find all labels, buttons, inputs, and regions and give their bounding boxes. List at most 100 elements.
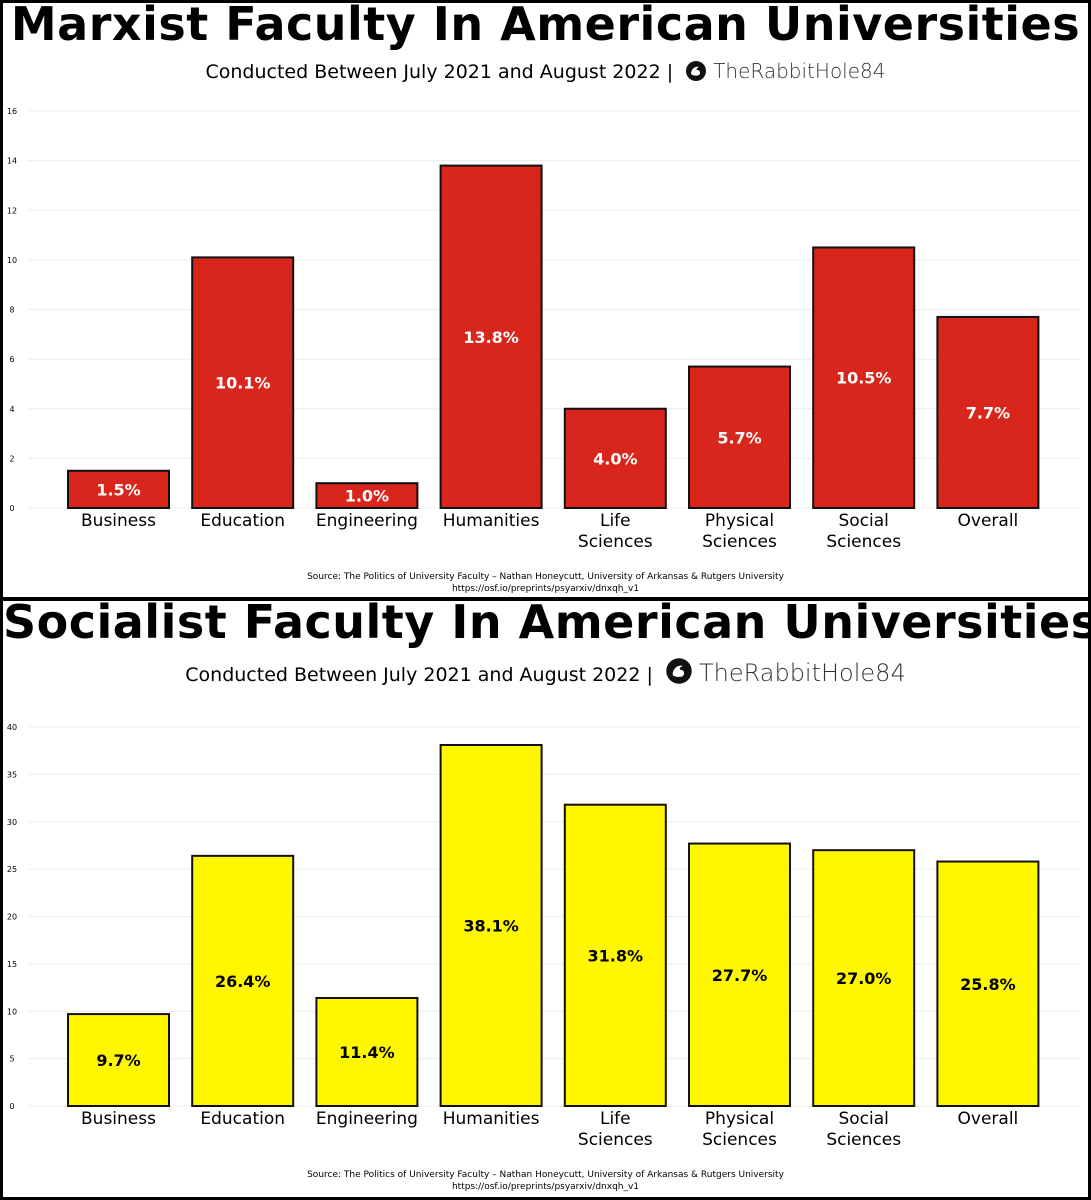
grid-lines (28, 726, 1080, 1107)
bar (812, 246, 916, 509)
x-tick-label: Life (600, 511, 631, 531)
x-tick-label: Sciences (702, 1130, 777, 1150)
y-axis: 0 5 10 15 20 25 30 35 40 (7, 723, 17, 1111)
rabbit-logo-icon (665, 657, 693, 690)
brand-name: TheRabbitHole84 (713, 59, 886, 83)
x-tick-label: Business (81, 1109, 156, 1129)
x-axis: Business Education Engineering Humanities Li… (81, 511, 1018, 552)
bar (936, 315, 1040, 509)
bar-data-label: 25.8% (960, 975, 1016, 994)
bar-data-label: 38.1% (463, 917, 519, 936)
y-tick-label: 6 (9, 355, 14, 364)
bar-data-label: 31.8% (588, 946, 644, 965)
chart-subtitle: Conducted Between July 2021 and August 2… (205, 61, 674, 83)
chart-subtitle: Conducted Between July 2021 and August 2… (185, 664, 653, 686)
x-tick-label: Engineering (316, 511, 418, 531)
source-citation: Source: The Politics of University Facul… (307, 1170, 784, 1180)
y-tick-label: 10 (7, 1007, 17, 1016)
x-tick-label: Humanities (443, 511, 540, 531)
bar-data-label: 1.0% (345, 487, 389, 506)
x-tick-label: Humanities (443, 1109, 540, 1129)
x-tick-label: Physical (705, 511, 774, 531)
x-tick-label: Social (838, 1109, 888, 1129)
source-note: Source: The Politics of University Facul… (3, 571, 1088, 595)
y-tick-label: 4 (9, 405, 14, 414)
y-tick-label: 8 (9, 306, 14, 315)
bar (439, 164, 543, 509)
x-tick-label: Sciences (826, 532, 901, 552)
y-tick-label: 30 (7, 818, 17, 827)
marxist-chart-panel: Marxist Faculty In American Universities… (3, 3, 1088, 597)
y-tick-label: 12 (7, 206, 17, 215)
x-tick-label: Physical (705, 1109, 774, 1129)
y-tick-label: 2 (9, 454, 14, 463)
bar (67, 469, 170, 509)
y-tick-label: 40 (7, 723, 17, 732)
bar (439, 744, 543, 1107)
bar (688, 365, 791, 509)
bar-data-label: 27.0% (836, 969, 892, 988)
bar (67, 1013, 170, 1107)
bar (563, 407, 667, 509)
x-tick-label: Business (81, 511, 156, 531)
y-tick-label: 25 (7, 865, 17, 874)
bar-series: 1.5% 10.1% 1.0% 13.8% 4.0% 5.7% 10.5% 7.7% (67, 164, 1040, 509)
x-axis: Business Education Engineering Humanities Li… (81, 1109, 1018, 1150)
bar (191, 256, 295, 509)
brand-name: TheRabbitHole84 (698, 659, 906, 687)
bar-data-label: 11.4% (339, 1043, 395, 1062)
x-tick-label: Sciences (578, 1130, 653, 1150)
x-tick-label: Overall (958, 1109, 1019, 1129)
x-tick-label: Education (200, 511, 285, 531)
y-tick-label: 35 (7, 770, 17, 779)
bar (191, 854, 295, 1107)
bar-data-label: 10.1% (215, 374, 271, 393)
y-tick-label: 16 (7, 107, 17, 116)
bar (936, 860, 1040, 1108)
y-tick-label: 14 (7, 157, 17, 166)
chart-title: Socialist Faculty In American Universiti… (3, 601, 1088, 649)
y-tick-label: 10 (7, 256, 17, 265)
source-citation: Source: The Politics of University Facul… (307, 572, 784, 582)
bar (315, 996, 419, 1107)
y-tick-label: 20 (7, 913, 17, 922)
y-axis: 0 2 4 6 8 10 12 14 16 (7, 107, 17, 513)
bar-data-label: 4.0% (593, 449, 637, 468)
source-url: https://osf.io/preprints/psyarxiv/dnxqh_… (451, 584, 640, 594)
bar (812, 849, 916, 1107)
bar-data-label: 7.7% (966, 403, 1010, 422)
y-tick-label: 15 (7, 960, 17, 969)
bar-data-label: 9.7% (96, 1051, 140, 1070)
socialist-bar-chart: 0 5 10 15 20 25 30 35 40 9.7% 26.4% 11.4% 38.1% 31.8%… (7, 723, 1080, 1150)
bar-data-label: 27.7% (712, 966, 768, 985)
y-tick-label: 0 (9, 504, 14, 513)
x-tick-label: Sciences (826, 1130, 901, 1150)
source-url: https://osf.io/preprints/psyarxiv/dnxqh_… (451, 1182, 640, 1192)
chart-title: Marxist Faculty In American Universities (10, 3, 1081, 51)
bar-data-label: 13.8% (463, 328, 519, 347)
chart-subtitle-row: Conducted Between July 2021 and August 2… (3, 59, 1088, 87)
rabbit-logo-icon (685, 60, 707, 87)
chart-subtitle-row: Conducted Between July 2021 and August 2… (3, 657, 1088, 690)
marxist-bar-chart: 02468101214161.5%10.1%1.0%13.8%4.0%5.7%1… (7, 107, 1080, 552)
bar (563, 803, 667, 1107)
bar-series: 9.7% 26.4% 11.4% 38.1% 31.8% 27.7% 27.0% 25.8% (67, 744, 1040, 1108)
socialist-chart-panel: Socialist Faculty In American Universiti… (3, 601, 1088, 1197)
x-tick-label: Engineering (316, 1109, 418, 1129)
x-tick-label: Life (600, 1109, 631, 1129)
bar-data-label: 26.4% (215, 972, 271, 991)
grid-lines (28, 110, 1080, 509)
bar (688, 842, 791, 1107)
y-tick-label: 5 (9, 1055, 14, 1064)
x-tick-label: Education (200, 1109, 285, 1129)
bar-data-label: 10.5% (836, 369, 892, 388)
x-tick-label: Overall (958, 511, 1019, 531)
source-note: Source: The Politics of University Facul… (3, 1169, 1088, 1193)
y-tick-label: 0 (9, 1102, 14, 1111)
bar (315, 482, 419, 509)
x-tick-label: Social (838, 511, 888, 531)
x-tick-label: Sciences (578, 532, 653, 552)
bar-data-label: 1.5% (96, 480, 140, 499)
bar-data-label: 5.7% (717, 428, 761, 447)
x-tick-label: Sciences (702, 532, 777, 552)
